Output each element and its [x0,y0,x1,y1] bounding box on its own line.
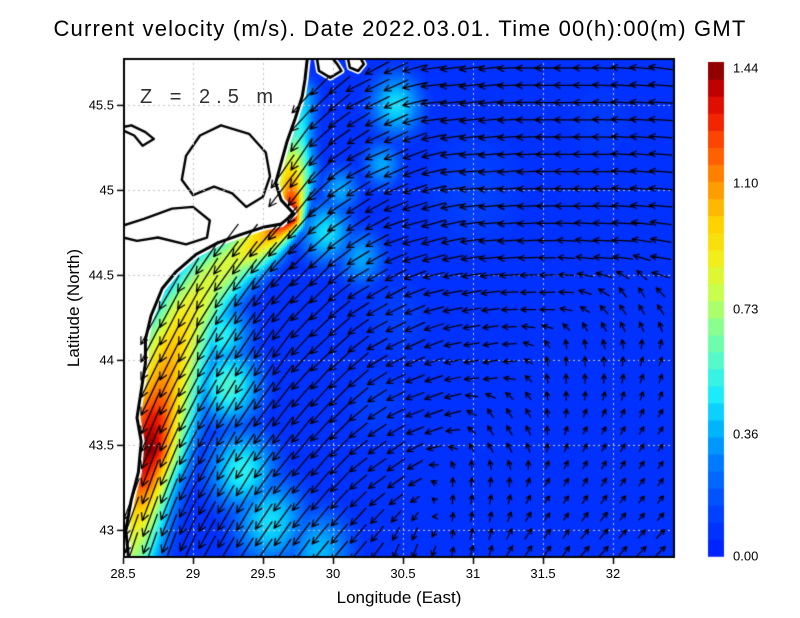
y-tick-label: 43.5 [88,437,114,453]
depth-annotation: Z = 2.5 m [140,86,280,108]
colorbar-tick-label: 0.73 [733,301,759,317]
x-tick-label: 30.5 [390,566,416,581]
colorbar-tick-label: 0.36 [733,426,759,442]
y-tick-label: 44 [99,352,114,368]
x-tick-label: 31.5 [530,566,556,581]
x-tick-label: 29 [185,566,201,581]
x-tick-label: 29.5 [250,566,276,581]
x-tick-label: 31 [465,566,481,581]
y-tick-label: 43 [99,522,114,538]
y-axis-label: Latitude (North) [64,248,83,368]
colorbar-tick-label: 0.00 [733,548,759,564]
y-tick-label: 44.5 [88,267,114,283]
chart-title: Current velocity (m/s). Date 2022.03.01.… [53,16,747,41]
x-tick-label: 32 [605,566,621,581]
x-tick-label: 30 [325,566,341,581]
colorbar-tick-label: 1.10 [733,175,759,191]
y-tick-label: 45.5 [88,97,114,113]
colorbar-tick-label: 1.44 [733,60,759,76]
x-axis-label: Longitude (East) [336,588,462,607]
y-tick-label: 45 [99,182,114,198]
x-tick-label: 28.5 [110,566,136,581]
